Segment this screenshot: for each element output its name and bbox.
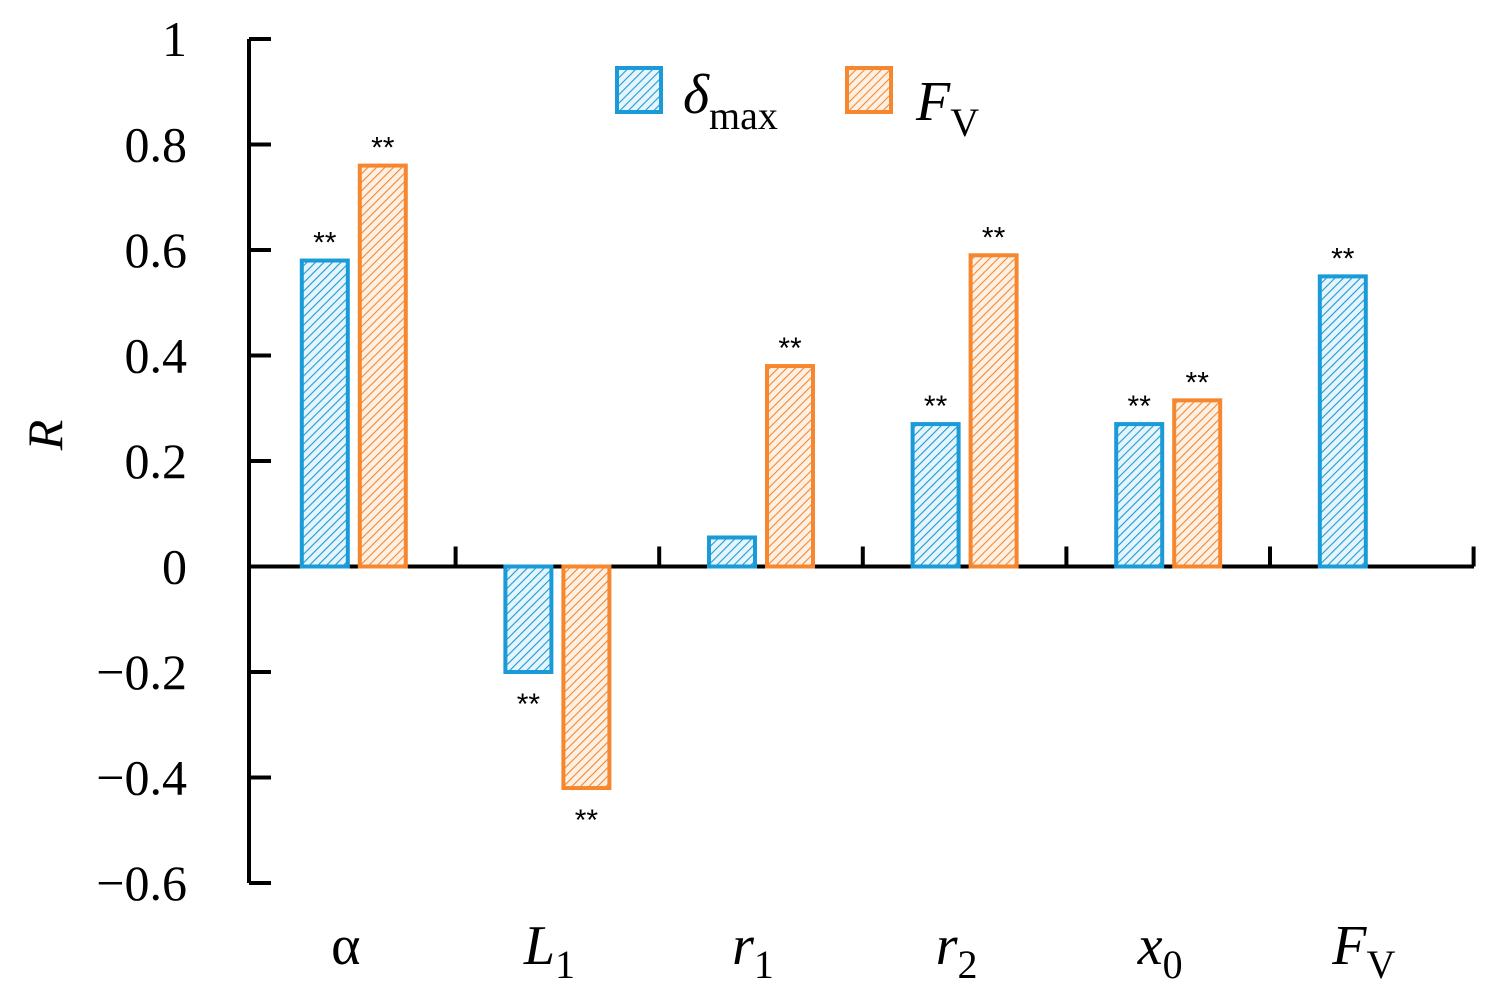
bar-fv-0 <box>357 163 408 569</box>
bar-delta-max-4 <box>1114 422 1165 569</box>
bar-delta-max-1 <box>503 564 554 674</box>
y-tick-label: −0.2 <box>96 644 187 700</box>
category-labels: α L1 r1 r2 x0 FV <box>331 915 1395 987</box>
legend-label-delta-max: δmax <box>683 64 778 138</box>
significance-marker: ** <box>1128 390 1152 423</box>
bar-delta-max-2 <box>707 535 757 569</box>
bar-delta-max-3 <box>910 422 961 569</box>
category-label: r1 <box>732 915 774 987</box>
y-tick-label: 0.8 <box>125 117 188 173</box>
category-label: r2 <box>936 915 978 987</box>
category-label: x0 <box>1137 915 1183 987</box>
bar-fv-4 <box>1172 398 1223 569</box>
bar-fv-2 <box>765 364 815 569</box>
significance-marker: ** <box>517 688 541 721</box>
y-tick-label: −0.6 <box>96 855 187 911</box>
x-axis-ticks <box>453 546 1476 567</box>
significance-marker: ** <box>1186 366 1210 399</box>
bar-fv-3 <box>968 253 1019 569</box>
legend-fv-main: F <box>915 71 951 133</box>
significance-marker: ** <box>924 390 948 423</box>
y-tick-label: 0.6 <box>125 222 188 278</box>
significance-marker: ** <box>371 132 395 165</box>
legend-label-fv: FV <box>915 71 979 145</box>
legend: δmax FV <box>615 64 979 145</box>
legend-swatch-fv <box>845 66 893 114</box>
bar-series <box>299 163 1368 791</box>
category-label: FV <box>1331 915 1395 987</box>
significance-marker: ** <box>575 804 599 837</box>
y-axis-ticks: −0.6 −0.4 −0.2 0 0.2 0.4 0.6 0.8 1 <box>96 11 271 911</box>
legend-delta-sub: max <box>709 93 778 138</box>
significance-marker: ** <box>313 227 337 260</box>
significance-labels: ** ** ** ** ** ** ** ** ** ** <box>313 132 1355 837</box>
legend-swatch-delta-max <box>615 66 663 114</box>
y-tick-label: −0.4 <box>96 750 187 806</box>
bar-delta-max-0 <box>299 258 350 569</box>
category-label: α <box>331 915 360 977</box>
legend-delta-main: δ <box>683 64 710 126</box>
significance-marker: ** <box>1331 242 1355 275</box>
bar-delta-max-5 <box>1317 274 1368 569</box>
y-tick-label: 1 <box>162 11 187 67</box>
legend-fv-sub: V <box>950 100 979 145</box>
category-label: L1 <box>523 915 575 987</box>
significance-marker: ** <box>778 332 802 365</box>
y-tick-label: 0.4 <box>125 328 188 384</box>
bar-fv-1 <box>561 564 612 791</box>
y-axis-label: R <box>17 420 73 452</box>
significance-marker: ** <box>982 221 1006 254</box>
y-tick-label: 0.2 <box>125 433 188 489</box>
y-tick-label: 0 <box>162 539 187 595</box>
